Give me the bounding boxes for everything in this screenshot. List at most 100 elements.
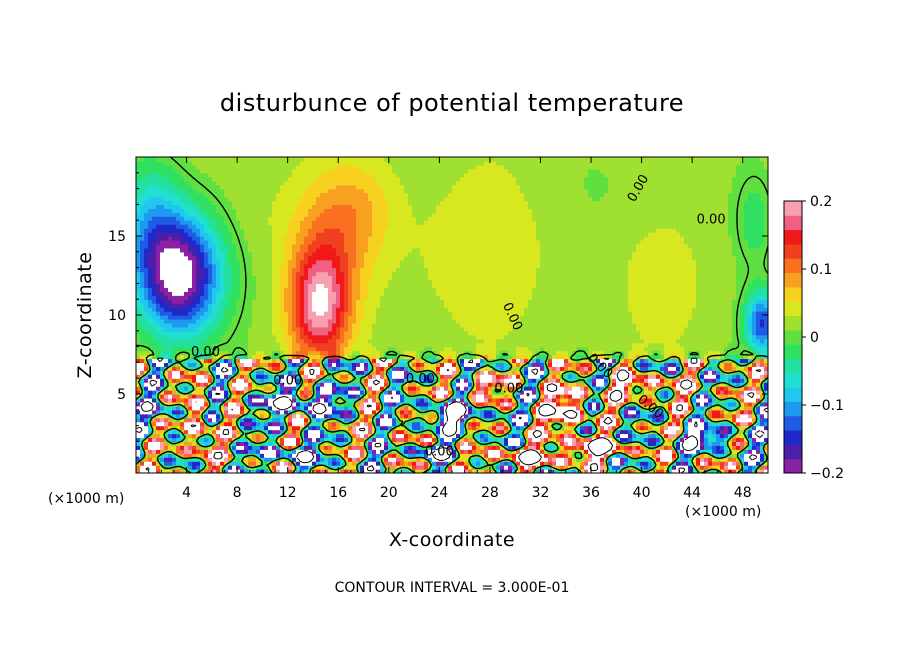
heatmap-cell bbox=[572, 437, 577, 442]
heatmap-cell bbox=[364, 461, 369, 466]
heatmap-cell bbox=[240, 382, 245, 387]
heatmap-cell bbox=[440, 366, 445, 371]
heatmap-cell bbox=[604, 430, 609, 435]
heatmap-cell bbox=[344, 390, 349, 395]
heatmap-cell bbox=[408, 453, 413, 458]
heatmap-cell bbox=[572, 422, 577, 427]
heatmap-cell bbox=[328, 445, 333, 450]
heatmap-cell bbox=[344, 347, 349, 352]
heatmap-cell bbox=[548, 461, 553, 466]
heatmap-cell bbox=[676, 390, 681, 395]
heatmap-cell bbox=[744, 453, 749, 458]
heatmap-cell bbox=[540, 362, 545, 367]
heatmap-cell bbox=[276, 465, 281, 470]
heatmap-cell bbox=[752, 437, 757, 442]
heatmap-cell bbox=[272, 362, 277, 367]
heatmap-cell bbox=[592, 374, 597, 379]
heatmap-cell bbox=[600, 445, 605, 450]
heatmap-cell bbox=[220, 351, 225, 356]
heatmap-cell bbox=[744, 422, 749, 427]
heatmap-cell bbox=[720, 437, 725, 442]
heatmap-cell bbox=[352, 461, 357, 466]
heatmap-cell bbox=[472, 362, 477, 367]
heatmap-cell bbox=[524, 406, 529, 411]
heatmap-cell bbox=[232, 394, 237, 399]
heatmap-cell bbox=[244, 386, 249, 391]
heatmap-cell bbox=[664, 370, 669, 375]
heatmap-cell bbox=[628, 362, 633, 367]
heatmap-cell bbox=[424, 362, 429, 367]
heatmap-cell bbox=[496, 437, 501, 442]
heatmap-cell bbox=[184, 441, 189, 446]
heatmap-cell bbox=[640, 374, 645, 379]
heatmap-cell bbox=[488, 394, 493, 399]
heatmap-cell bbox=[528, 386, 533, 391]
heatmap-cell bbox=[340, 362, 345, 367]
heatmap-cell bbox=[648, 461, 653, 466]
heatmap-cell bbox=[612, 414, 617, 419]
heatmap-cell bbox=[516, 410, 521, 415]
heatmap-cell bbox=[292, 457, 297, 462]
heatmap-cell bbox=[480, 426, 485, 431]
heatmap-cell bbox=[712, 441, 717, 446]
heatmap-cell bbox=[732, 390, 737, 395]
heatmap-cell bbox=[528, 374, 533, 379]
heatmap-cell bbox=[592, 465, 597, 470]
heatmap-cell bbox=[440, 437, 445, 442]
heatmap-cell bbox=[192, 430, 197, 435]
heatmap-cell bbox=[320, 406, 325, 411]
heatmap-cell bbox=[340, 410, 345, 415]
heatmap-cell bbox=[240, 362, 245, 367]
heatmap-cell bbox=[220, 374, 225, 379]
heatmap-cell bbox=[256, 347, 261, 352]
heatmap-cell bbox=[316, 430, 321, 435]
heatmap-cell bbox=[392, 453, 397, 458]
heatmap-cell bbox=[372, 351, 377, 356]
heatmap-cell bbox=[308, 378, 313, 383]
heatmap-cell bbox=[320, 434, 325, 439]
heatmap-cell bbox=[568, 461, 573, 466]
heatmap-cell bbox=[500, 426, 505, 431]
heatmap-cell bbox=[560, 445, 565, 450]
heatmap-cell bbox=[676, 441, 681, 446]
heatmap-cell bbox=[688, 406, 693, 411]
heatmap-cell bbox=[584, 449, 589, 454]
heatmap-cell bbox=[388, 461, 393, 466]
heatmap-cell bbox=[620, 410, 625, 415]
heatmap-cell bbox=[148, 394, 153, 399]
heatmap-cell bbox=[136, 386, 141, 391]
heatmap-cell bbox=[204, 449, 209, 454]
heatmap-cell bbox=[516, 426, 521, 431]
heatmap-cell bbox=[136, 414, 141, 419]
heatmap-cell bbox=[168, 394, 173, 399]
heatmap-cell bbox=[388, 358, 393, 363]
heatmap-cell bbox=[304, 465, 309, 470]
heatmap-cell bbox=[444, 461, 449, 466]
heatmap-cell bbox=[748, 453, 753, 458]
heatmap-cell bbox=[444, 426, 449, 431]
heatmap-cell bbox=[536, 418, 541, 423]
heatmap-cell bbox=[504, 426, 509, 431]
heatmap-cell bbox=[724, 430, 729, 435]
heatmap-cell bbox=[664, 366, 669, 371]
heatmap-cell bbox=[468, 366, 473, 371]
heatmap-cell bbox=[548, 351, 553, 356]
heatmap-cell bbox=[400, 434, 405, 439]
heatmap-cell bbox=[136, 402, 141, 407]
heatmap-cell bbox=[276, 414, 281, 419]
heatmap-cell bbox=[660, 362, 665, 367]
heatmap-cell bbox=[264, 378, 269, 383]
heatmap-cell bbox=[528, 453, 533, 458]
heatmap-cell bbox=[612, 422, 617, 427]
heatmap-cell bbox=[580, 366, 585, 371]
heatmap-cell bbox=[204, 437, 209, 442]
heatmap-cell bbox=[760, 418, 765, 423]
heatmap-cell bbox=[488, 374, 493, 379]
heatmap-cell bbox=[280, 453, 285, 458]
heatmap-cell bbox=[468, 382, 473, 387]
heatmap-cell bbox=[308, 390, 313, 395]
heatmap-cell bbox=[432, 347, 437, 352]
heatmap-cell bbox=[748, 410, 753, 415]
heatmap-cell bbox=[724, 465, 729, 470]
heatmap-cell bbox=[416, 366, 421, 371]
